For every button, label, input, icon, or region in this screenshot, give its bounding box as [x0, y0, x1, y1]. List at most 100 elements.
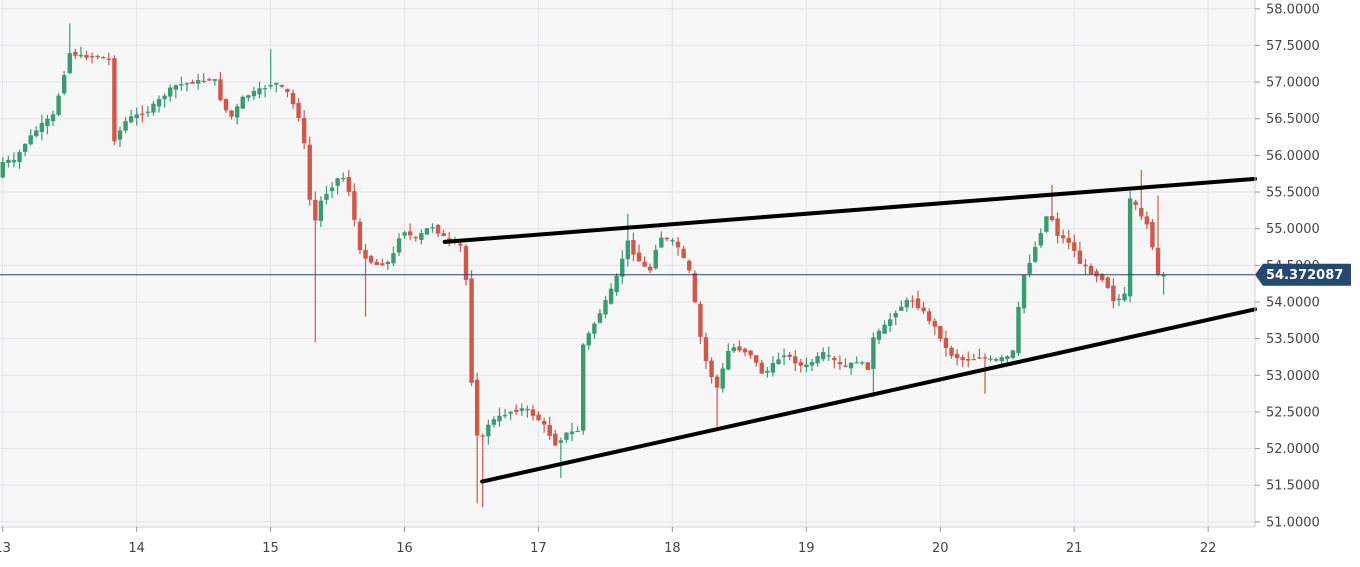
candle [1055, 212, 1060, 244]
candle-body [151, 103, 156, 113]
candle [514, 404, 519, 415]
candle [352, 183, 357, 227]
candle [675, 236, 681, 256]
candle [575, 426, 580, 433]
candle-body [1083, 264, 1088, 267]
candle-body [1049, 215, 1055, 221]
candle-body [793, 356, 798, 364]
candle-body [804, 364, 809, 368]
candle [491, 416, 497, 428]
candle [123, 117, 128, 133]
price-badge-label: 54.372087 [1266, 268, 1343, 283]
candle-body [753, 355, 759, 363]
candle [184, 82, 190, 92]
candle [274, 82, 279, 93]
candle-body [966, 358, 971, 361]
candle [843, 358, 848, 368]
candle [106, 52, 112, 66]
candle [413, 235, 418, 242]
candle-body [117, 130, 123, 140]
candle [357, 218, 363, 255]
candle [960, 354, 965, 368]
candle-body [246, 95, 251, 98]
candle-body [447, 238, 452, 240]
candle [1016, 301, 1021, 357]
candle [441, 229, 446, 237]
candle-body [318, 200, 324, 221]
candle-body [519, 408, 525, 411]
candle [798, 358, 804, 373]
candle [608, 283, 614, 305]
candle [257, 81, 262, 99]
candle [988, 355, 993, 362]
candle [1150, 218, 1155, 250]
candle-body [681, 248, 686, 258]
candle [826, 346, 831, 361]
candle-body [56, 95, 61, 115]
candle-body [28, 135, 33, 145]
candle-body [854, 362, 859, 364]
candle-body [407, 231, 413, 236]
candle [815, 352, 820, 367]
candle-body [89, 56, 95, 58]
candle [966, 351, 971, 368]
y-tick-label: 57.0000 [1266, 76, 1320, 91]
candle-body [95, 55, 100, 58]
candle [497, 407, 502, 427]
candle [737, 340, 742, 353]
candle-body [424, 228, 430, 235]
candle-body [832, 357, 837, 361]
candle [128, 109, 134, 124]
candle-body [184, 83, 190, 85]
candle-body [631, 240, 636, 255]
candle [954, 349, 960, 366]
candle-body [17, 152, 22, 162]
candle-body [497, 415, 502, 422]
candle [776, 352, 781, 365]
candle [290, 89, 296, 109]
candle-body [592, 323, 597, 334]
candle-body [162, 95, 167, 100]
candle-body [809, 362, 815, 366]
candle-body [1144, 216, 1150, 225]
candle [1111, 278, 1116, 309]
candle-body [798, 362, 804, 366]
candle [642, 256, 647, 268]
candle-body [647, 266, 653, 271]
candle [391, 246, 396, 267]
candle [39, 114, 45, 141]
candle [982, 353, 988, 394]
candle [664, 236, 670, 242]
candle [647, 263, 653, 274]
candle-body [1116, 298, 1122, 300]
candle-body [391, 253, 396, 264]
candle [480, 433, 485, 508]
candle [50, 110, 56, 127]
candle-body [357, 221, 363, 251]
candle [793, 350, 798, 372]
candle-body [726, 350, 731, 370]
candle [234, 103, 240, 125]
candle-body [1055, 218, 1060, 236]
candle-body [301, 117, 307, 144]
candle-body [268, 84, 273, 87]
candle [156, 95, 162, 113]
candle-body [597, 313, 603, 323]
candle-body [346, 176, 351, 192]
candle-body [486, 424, 491, 437]
candle [22, 143, 28, 157]
candle [168, 84, 173, 102]
candle [921, 301, 926, 314]
candle-body [218, 79, 223, 101]
candle [78, 46, 84, 59]
y-tick-label: 56.0000 [1266, 149, 1320, 164]
candle-body [1016, 306, 1021, 354]
candle-body [1033, 247, 1038, 262]
candle-body [731, 347, 737, 352]
candle [999, 354, 1004, 366]
candle-body [84, 55, 89, 58]
candle-body [101, 56, 106, 59]
candle [1088, 263, 1094, 275]
candle [363, 244, 368, 317]
candle-body [11, 160, 17, 163]
